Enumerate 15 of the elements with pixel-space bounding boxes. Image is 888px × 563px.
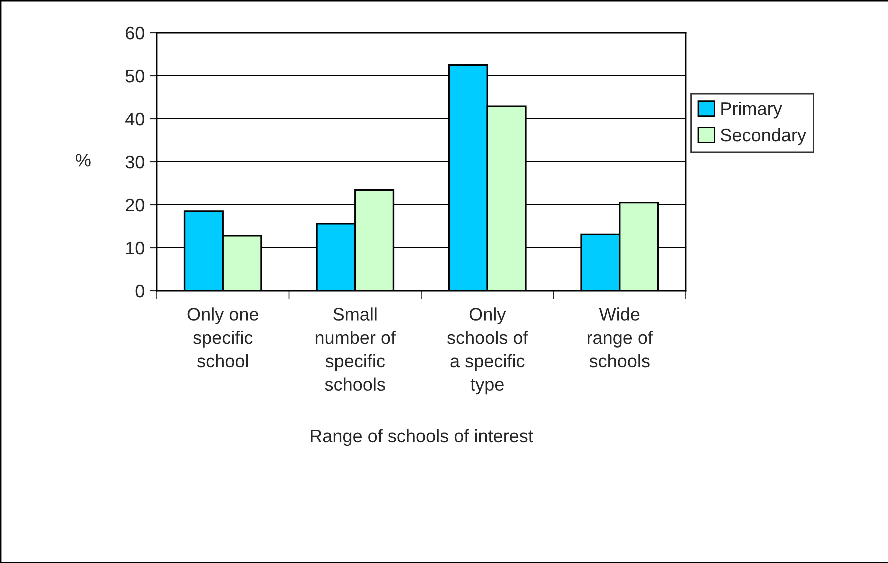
y-tick-label: 20 [126,198,144,212]
x-tick-label: Only schools of a specific type [447,308,528,395]
x-axis-title: Range of schools of interest [311,429,534,446]
y-axis-title: % [76,154,91,167]
y-tick-label: 40 [126,112,144,126]
y-tick-label: 10 [126,242,144,255]
legend-label: Primary [722,102,782,119]
x-tick-label: Wide range of schools [588,308,654,368]
y-tick-label: 0 [136,284,144,298]
y-tick-label: 30 [126,156,144,169]
x-tick-label: Small number of specific schools [316,308,396,392]
x-tick-label: Only one specific school [188,308,258,368]
legend-label: Secondary [721,128,806,146]
y-tick-label: 50 [126,70,144,83]
y-tick-label: 60 [126,26,144,40]
